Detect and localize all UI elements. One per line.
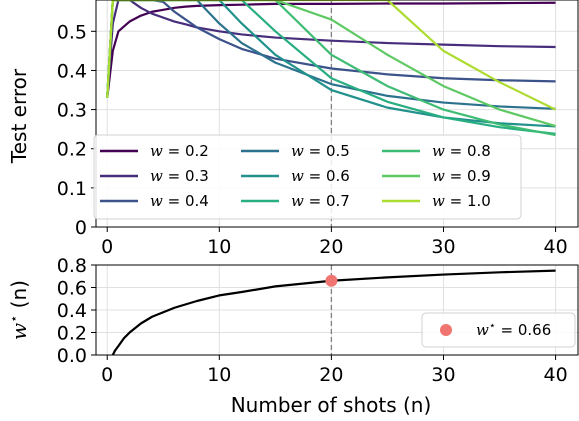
bottom-xtick-label: 0 bbox=[101, 364, 113, 386]
bottom-ytick-label: 0.4 bbox=[57, 300, 87, 322]
top-series-line-1 bbox=[106, 1, 556, 98]
test-error-plot: 0 0.1 0.2 0.3 0.4 0.5 0 10 20 30 40 Test error w … bbox=[7, 0, 579, 258]
top-series-line-4 bbox=[106, 0, 556, 110]
top-ytick-label: 0 bbox=[75, 217, 87, 239]
top-xtick-label: 30 bbox=[431, 236, 455, 258]
legend-label: w = 0.3 bbox=[150, 167, 209, 185]
legend-label: w = 0.4 bbox=[150, 192, 209, 210]
top-xtick-label: 10 bbox=[207, 236, 231, 258]
top-y-ticks: 0 0.1 0.2 0.3 0.4 0.5 bbox=[57, 21, 96, 239]
top-xtick-label: 40 bbox=[543, 236, 567, 258]
bottom-series-line-1 bbox=[111, 269, 556, 355]
legend-label: w = 0.5 bbox=[291, 142, 350, 160]
top-xtick-label: 20 bbox=[319, 236, 343, 258]
bottom-ytick-label: 0.8 bbox=[57, 255, 87, 277]
bottom-series-group bbox=[111, 269, 556, 355]
top-xtick-label: 0 bbox=[101, 236, 113, 258]
top-series-line-9 bbox=[106, 0, 557, 111]
top-ytick-label: 0.1 bbox=[57, 178, 87, 200]
legend-label: w = 0.6 bbox=[291, 167, 350, 185]
legend-label: w = 0.9 bbox=[432, 167, 491, 185]
bottom-ytick-label: 0.6 bbox=[57, 278, 87, 300]
bottom-xtick-label: 10 bbox=[207, 364, 231, 386]
bottom-xtick-label: 20 bbox=[319, 364, 343, 386]
legend-label: w⋆ = 0.66 bbox=[476, 319, 551, 339]
top-series-line-5 bbox=[106, 0, 556, 128]
legend-label: w = 0.2 bbox=[150, 142, 209, 160]
bottom-x-ticks: 0 10 20 30 40 bbox=[101, 355, 568, 386]
top-legend-box bbox=[93, 134, 522, 220]
wstar-plot: 0.00.20.40.60.8 0 10 20 30 40 w⋆ (n) Number … bbox=[7, 255, 579, 417]
top-y-axis-title: Test error bbox=[7, 68, 31, 164]
top-series-line-8 bbox=[106, 0, 556, 128]
bottom-xtick-label: 30 bbox=[431, 364, 455, 386]
top-axes-frame bbox=[95, 0, 579, 228]
top-ytick-label: 0.2 bbox=[57, 139, 87, 161]
legend-label: w = 1.0 bbox=[432, 192, 491, 210]
top-x-ticks: 0 10 20 30 40 bbox=[101, 227, 568, 258]
top-ytick-label: 0.3 bbox=[57, 100, 87, 122]
legend-label: w = 0.7 bbox=[291, 192, 350, 210]
bottom-ytick-label: 0.0 bbox=[57, 345, 87, 367]
top-ytick-label: 0.5 bbox=[57, 21, 87, 43]
bottom-legend-box bbox=[421, 312, 576, 348]
top-series-line-6 bbox=[106, 0, 556, 135]
top-series-line-7 bbox=[106, 0, 556, 137]
bottom-y-axis-title: w⋆ (n) bbox=[7, 280, 31, 340]
top-series-group bbox=[106, 0, 557, 137]
bottom-ytick-label: 0.2 bbox=[57, 323, 87, 345]
legend-marker bbox=[440, 324, 452, 336]
top-series-line-3 bbox=[106, 0, 556, 98]
bottom-xtick-label: 40 bbox=[543, 364, 567, 386]
top-series-line-2 bbox=[106, 0, 556, 98]
x-axis-title: Number of shots (n) bbox=[231, 393, 432, 417]
bottom-legend: w⋆ = 0.66 bbox=[421, 312, 576, 348]
wstar-marker-point bbox=[325, 274, 338, 287]
top-legend: w = 0.2 w = 0.3 w = 0.4 w = 0.5 w = 0.6 w = 0… bbox=[93, 134, 522, 220]
legend-label: w = 0.8 bbox=[432, 142, 491, 160]
bottom-y-ticks: 0.00.20.40.60.8 bbox=[57, 255, 96, 367]
top-ytick-label: 0.4 bbox=[57, 60, 87, 82]
